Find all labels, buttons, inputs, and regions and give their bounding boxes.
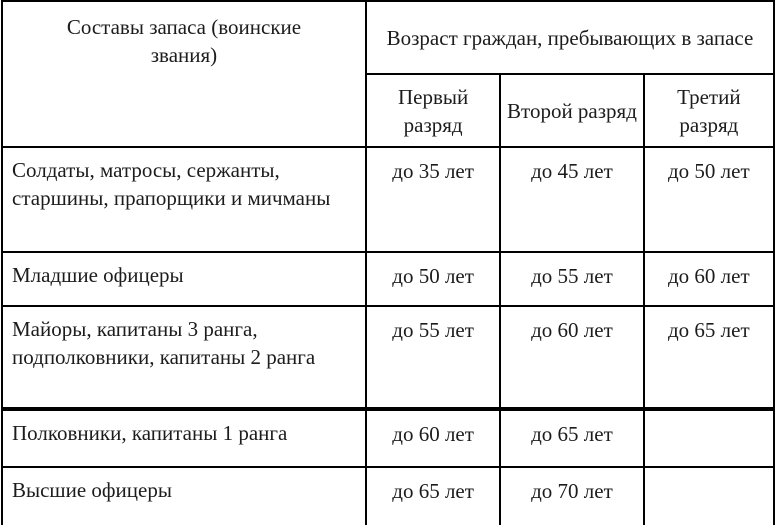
age-cell-second: до 55 лет bbox=[499, 251, 645, 307]
age-cell-third: до 60 лет bbox=[642, 251, 776, 307]
category-header-third: Третий разряд bbox=[642, 73, 776, 148]
age-cell-second: до 65 лет bbox=[499, 408, 645, 468]
rank-cell: Высшие офицеры bbox=[1, 466, 367, 525]
age-group-header-label: Возраст граждан, пребывающих в запасе bbox=[386, 25, 754, 50]
age-cell-second: до 45 лет bbox=[499, 146, 645, 253]
age-cell-first: до 35 лет bbox=[364, 146, 502, 253]
age-cell-first: до 60 лет bbox=[364, 408, 502, 468]
table-row: Младшие офицеры до 50 лет до 55 лет до 6… bbox=[1, 251, 776, 307]
age-cell-third bbox=[642, 466, 776, 525]
table-row: Высшие офицеры до 65 лет до 70 лет bbox=[1, 466, 776, 525]
age-cell-third: до 65 лет bbox=[642, 305, 776, 411]
age-cell-second: до 60 лет bbox=[499, 305, 645, 411]
rank-column-header: Составы запаса (воинские звания) bbox=[1, 0, 367, 148]
age-cell-first: до 55 лет bbox=[364, 305, 502, 411]
age-cell-first: до 50 лет bbox=[364, 251, 502, 307]
header-row-top: Составы запаса (воинские звания) Возраст… bbox=[1, 0, 776, 148]
table-row: Солдаты, матросы, сержанты, старшины, пр… bbox=[1, 146, 776, 253]
rank-column-header-label: Составы запаса (воинские звания) bbox=[66, 15, 302, 67]
age-cell-third: до 50 лет bbox=[642, 146, 776, 253]
table-row: Майоры, капитаны 3 ранга, подполковники,… bbox=[1, 305, 776, 411]
rank-cell: Майоры, капитаны 3 ранга, подполковники,… bbox=[1, 305, 367, 411]
age-cell-first: до 65 лет bbox=[364, 466, 502, 525]
header-row-categories: Первый разряд Второй разряд Третий разря… bbox=[2, 73, 776, 148]
category-header-first: Первый разряд bbox=[364, 73, 502, 148]
category-header-second: Второй разряд bbox=[499, 73, 645, 148]
rank-cell: Младшие офицеры bbox=[1, 251, 367, 307]
age-cell-third bbox=[642, 408, 776, 468]
age-cell-second: до 70 лет bbox=[499, 466, 645, 525]
rank-cell: Солдаты, матросы, сержанты, старшины, пр… bbox=[1, 146, 367, 253]
rank-cell: Полковники, капитаны 1 ранга bbox=[1, 408, 367, 468]
table-row: Полковники, капитаны 1 ранга до 60 лет д… bbox=[1, 408, 776, 468]
age-group-header: Возраст граждан, пребывающих в запасе bbox=[364, 0, 776, 75]
